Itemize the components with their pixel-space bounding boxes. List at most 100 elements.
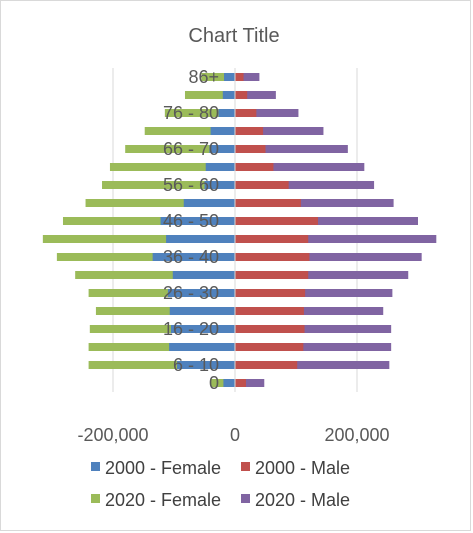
bar-2020-female-61-65 (109, 163, 235, 171)
bar-2020-male-81-85 (235, 91, 276, 99)
bar-2000-female-86+ (224, 73, 235, 81)
bar-2020-female-56-60 (102, 181, 236, 189)
bar-2000-female-61-65 (205, 163, 235, 171)
bar-2000-male-56-60 (235, 181, 289, 189)
legend-label-1: 2000 - Male (255, 458, 350, 478)
bar-2020-female-81-85 (184, 91, 235, 99)
category-label-66-70: 66 - 70 (163, 139, 219, 159)
bar-2020-male-51-55 (235, 199, 394, 207)
bar-2020-female-66-70 (125, 145, 235, 153)
bar-2020-female-71-75 (144, 127, 235, 135)
category-label-76-80: 76 - 80 (163, 103, 219, 123)
bar-2000-female-76-80 (218, 109, 235, 117)
legend-swatch-3 (241, 494, 250, 503)
bar-2000-female-36-40 (152, 253, 235, 261)
x-tick-label-0: -200,000 (77, 425, 148, 445)
legend-label-3: 2020 - Male (255, 490, 350, 510)
bar-2020-female-11-15 (88, 343, 235, 351)
chart-title: Chart Title (188, 25, 279, 47)
bar-2000-female-41-45 (166, 235, 235, 243)
x-tick-label-2: 200,000 (324, 425, 389, 445)
bar-2000-male-71-75 (235, 127, 264, 135)
bar-2020-female-51-55 (85, 199, 235, 207)
bar-2000-female-21-25 (169, 307, 235, 315)
bar-2000-female-56-60 (204, 181, 235, 189)
bar-2000-male-21-25 (235, 307, 304, 315)
bar-2020-male-61-65 (235, 163, 365, 171)
bar-2020-male-6-10 (235, 361, 390, 369)
bar-2000-male-26-30 (235, 289, 306, 297)
bar-2000-male-11-15 (235, 343, 304, 351)
bar-2000-female-31-35 (172, 271, 235, 279)
x-tick-label-1: 0 (230, 425, 240, 445)
bar-2020-male-36-40 (235, 253, 422, 261)
bar-2020-male-86+ (235, 73, 260, 81)
bar-2020-male-0-5 (235, 379, 265, 387)
legend-swatch-0 (91, 462, 100, 471)
category-labels: 06 - 10 16 - 20 26 - 30 36 - 40 46 - 50 56 - … (163, 67, 219, 393)
legend-swatch-1 (241, 462, 250, 471)
category-label-36-40: 36 - 40 (163, 247, 219, 267)
bar-2000-male-0-5 (235, 379, 246, 387)
bar-2020-female-6-10 (88, 361, 235, 369)
bar-2000-female-6-10 (177, 361, 235, 369)
bar-2000-male-36-40 (235, 253, 310, 261)
bar-2000-female-26-30 (167, 289, 235, 297)
bars (42, 73, 437, 387)
bar-2000-male-81-85 (235, 91, 248, 99)
bar-2000-female-81-85 (222, 91, 235, 99)
bar-2000-female-71-75 (210, 127, 235, 135)
bar-2000-male-31-35 (235, 271, 309, 279)
bar-2020-female-46-50 (62, 217, 236, 225)
legend-label-2: 2020 - Female (105, 490, 221, 510)
bar-2000-male-51-55 (235, 199, 301, 207)
bar-2000-male-46-50 (235, 217, 318, 225)
bar-2000-female-46-50 (160, 217, 235, 225)
bar-2000-male-61-65 (235, 163, 274, 171)
bar-2000-female-66-70 (209, 145, 235, 153)
category-label-6-10: 6 - 10 (173, 355, 219, 375)
bar-2000-male-66-70 (235, 145, 266, 153)
bar-2020-female-76-80 (164, 109, 235, 117)
bar-2020-female-36-40 (56, 253, 235, 261)
category-label-26-30: 26 - 30 (163, 283, 219, 303)
legend-label-0: 2000 - Female (105, 458, 221, 478)
bar-2000-male-16-20 (235, 325, 305, 333)
bar-2000-female-11-15 (169, 343, 235, 351)
bar-2020-male-21-25 (235, 307, 384, 315)
bar-2020-male-41-45 (235, 235, 437, 243)
bar-2020-female-41-45 (42, 235, 235, 243)
bar-2000-female-16-20 (170, 325, 235, 333)
bar-2020-male-56-60 (235, 181, 375, 189)
bar-2020-male-76-80 (235, 109, 299, 117)
x-tick-labels: -200,000 0 200,000 (77, 425, 389, 445)
category-label-16-20: 16 - 20 (163, 319, 219, 339)
bar-2020-male-71-75 (235, 127, 324, 135)
legend-swatch-2 (91, 494, 100, 503)
bar-2020-female-31-35 (75, 271, 236, 279)
bar-2020-male-11-15 (235, 343, 392, 351)
bar-2000-male-76-80 (235, 109, 257, 117)
category-label-46-50: 46 - 50 (163, 211, 219, 231)
bar-2020-female-26-30 (88, 289, 235, 297)
gridlines (112, 68, 358, 392)
bar-2020-female-0-5 (210, 379, 235, 387)
bar-2020-male-66-70 (235, 145, 348, 153)
bar-2000-female-0-5 (223, 379, 235, 387)
legend: 2000 - Female 2000 - Male 2020 - Female 202… (91, 458, 350, 510)
bar-2000-male-41-45 (235, 235, 309, 243)
bar-2020-male-26-30 (235, 289, 393, 297)
bar-2020-female-86+ (201, 73, 235, 81)
bar-2020-male-31-35 (235, 271, 409, 279)
bar-2000-male-86+ (235, 73, 244, 81)
bar-2020-female-21-25 (95, 307, 235, 315)
category-label-56-60: 56 - 60 (163, 175, 219, 195)
bar-2020-female-16-20 (89, 325, 235, 333)
bar-2000-male-6-10 (235, 361, 298, 369)
category-label-0-5: 0 (209, 373, 219, 393)
category-label-86+: 86+ (188, 67, 219, 87)
bar-2020-male-46-50 (235, 217, 418, 225)
bar-2020-male-16-20 (235, 325, 392, 333)
